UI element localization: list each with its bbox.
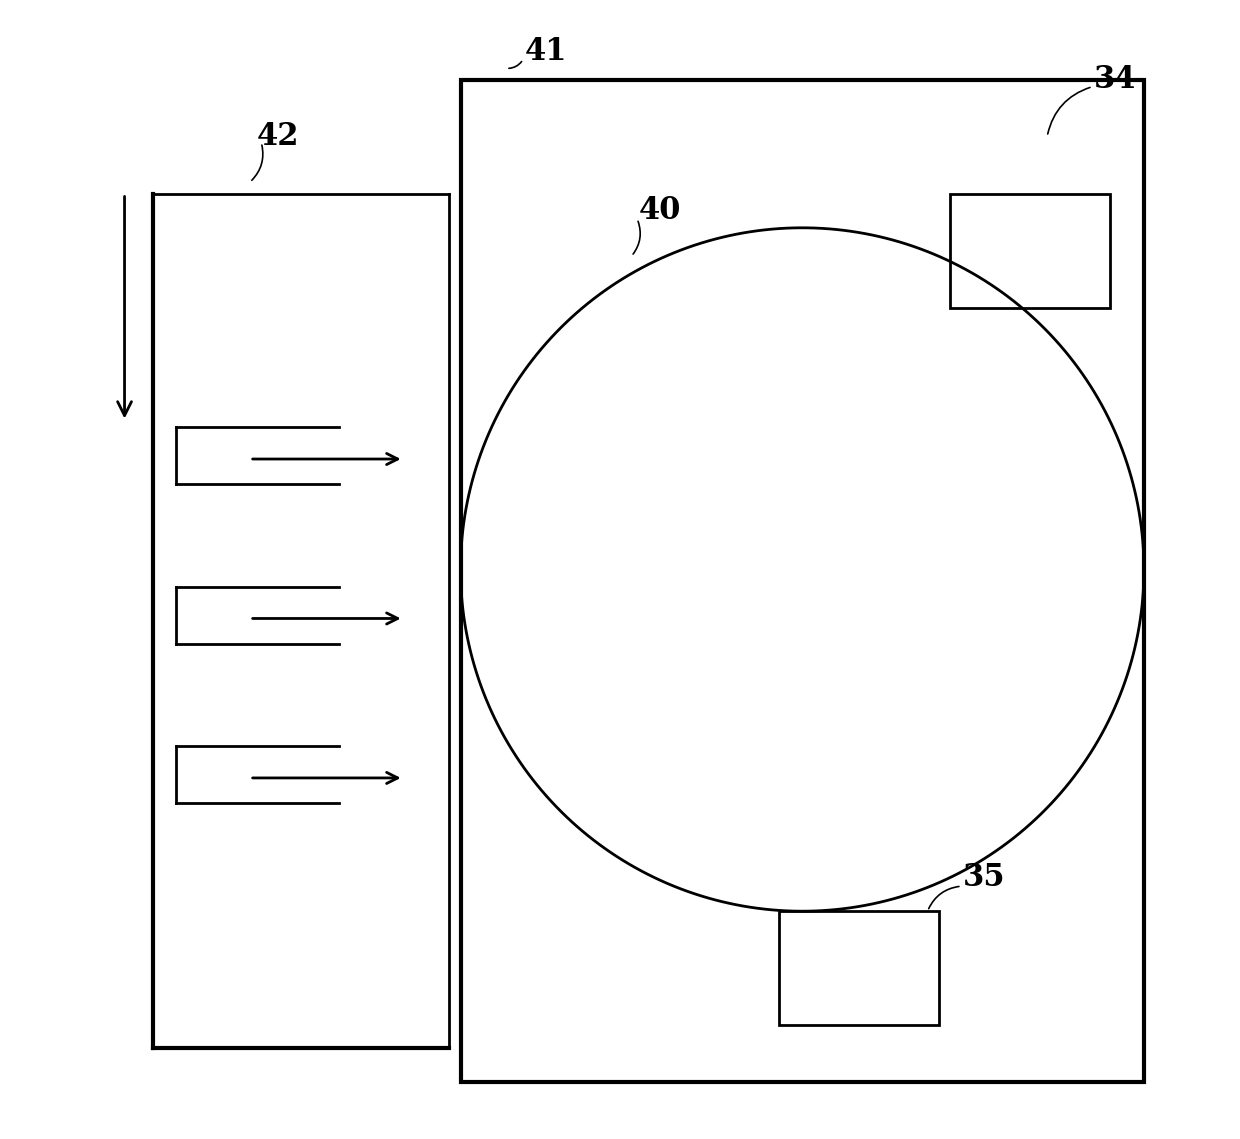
Text: 42: 42 <box>257 121 300 153</box>
Bar <box>950 194 1110 308</box>
Text: 35: 35 <box>963 861 1006 893</box>
Bar <box>780 911 939 1025</box>
Text: 40: 40 <box>639 195 681 227</box>
Bar <box>460 80 1145 1082</box>
Text: 41: 41 <box>525 35 567 67</box>
Text: 34: 34 <box>1094 64 1137 96</box>
